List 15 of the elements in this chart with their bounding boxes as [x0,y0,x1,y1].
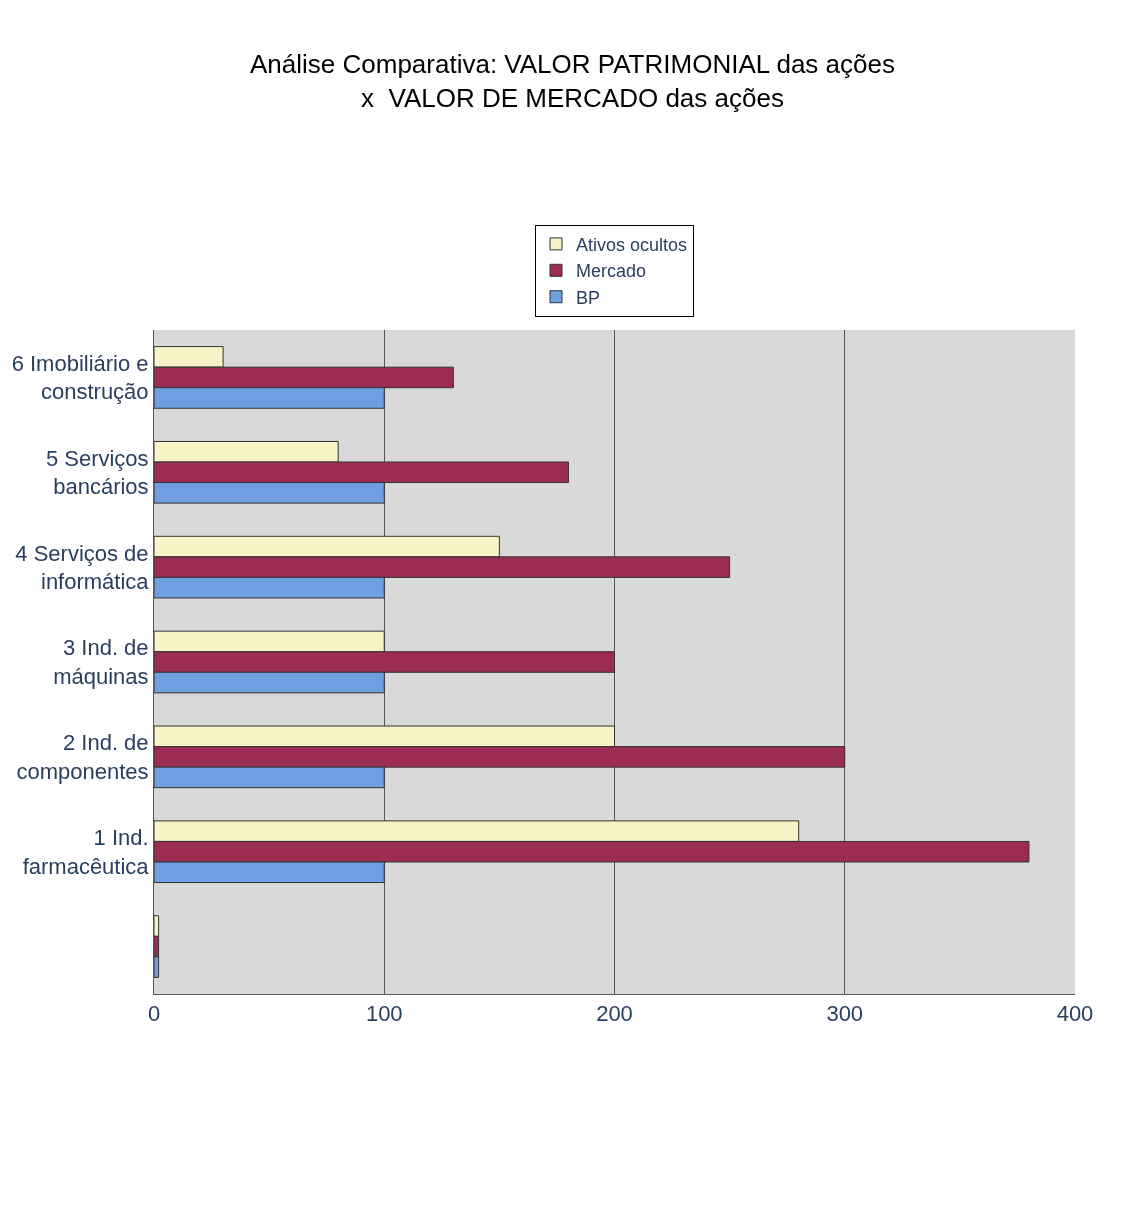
y-tick-label: 3 Ind. de máquinas [53,635,149,689]
x-tick-label: 300 [826,1001,864,1027]
y-tick-label: 2 Ind. de componentes [16,730,149,784]
y-tick-label: 4 Serviços de informática [15,540,150,595]
y-tick-label: 6 Imobiliário e construção [11,350,149,405]
x-tick-label: 400 [1056,1001,1094,1027]
y-tick-label: 5 Serviços bancários [45,445,149,500]
x-tick-label: 200 [596,1001,633,1027]
legend-label: Ativos ocultos [576,234,688,255]
legend-label: BP [576,287,601,308]
legend-label: Mercado [576,261,647,282]
x-tick-label: 100 [365,1001,403,1027]
y-tick-label: 1 Ind. farmacêutica [22,825,150,879]
chart-title: Análise Comparativa: VALOR PATRIMONIAL das ações x VALOR DE MERCADO das ações [250,49,895,114]
x-tick-label: 0 [147,1001,161,1027]
